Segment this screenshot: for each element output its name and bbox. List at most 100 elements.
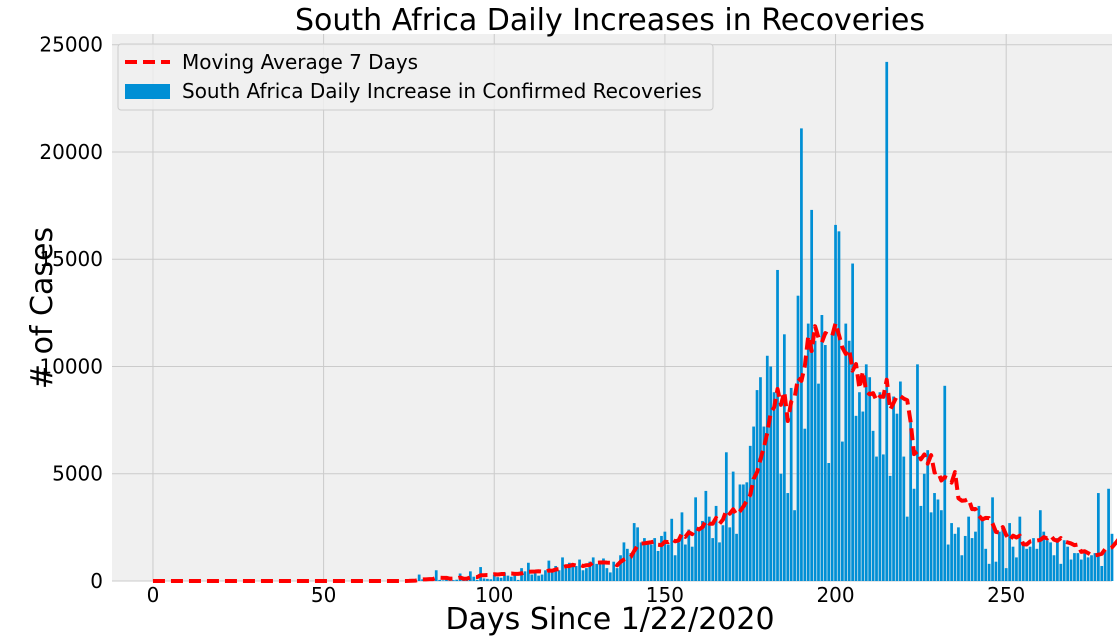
bar	[957, 527, 960, 581]
bar	[936, 499, 940, 581]
bar	[646, 544, 650, 581]
bar	[540, 574, 544, 581]
bar	[1110, 533, 1114, 581]
bar	[513, 574, 517, 581]
bar	[711, 538, 715, 581]
bar	[858, 392, 861, 581]
bar	[595, 563, 599, 581]
bar	[1049, 542, 1052, 581]
bar	[895, 413, 899, 581]
bar	[615, 568, 619, 581]
bar	[588, 561, 592, 581]
bar	[1103, 550, 1107, 581]
bar	[557, 570, 561, 581]
bar	[980, 520, 984, 581]
bar	[499, 577, 503, 581]
bar	[1073, 553, 1076, 581]
bar	[1015, 557, 1018, 581]
bar	[578, 559, 581, 581]
bar	[998, 531, 1001, 581]
bar	[598, 562, 602, 581]
bar	[735, 533, 738, 581]
bar	[912, 488, 916, 581]
bar	[864, 364, 868, 581]
bar	[902, 456, 906, 581]
bar	[1086, 557, 1090, 581]
y-axis-ticks: 0 5000 10000 15000 20000 25000	[39, 33, 103, 593]
bar	[434, 570, 438, 581]
bar	[571, 564, 575, 581]
bar	[752, 426, 755, 581]
bar	[926, 450, 930, 581]
bar	[1018, 516, 1022, 581]
bar	[455, 579, 459, 581]
bar	[1079, 559, 1083, 581]
bar	[486, 578, 489, 581]
bar	[567, 562, 571, 581]
bar	[875, 456, 878, 581]
bar	[987, 563, 991, 581]
bar	[680, 512, 684, 581]
bar	[817, 383, 820, 581]
bar	[748, 445, 752, 581]
bar	[602, 558, 605, 581]
bar	[625, 548, 629, 581]
bar	[967, 516, 971, 581]
bar	[806, 323, 810, 581]
bar	[554, 565, 558, 581]
bar	[1008, 523, 1011, 581]
bar	[834, 224, 837, 581]
legend-bar-swatch	[125, 84, 170, 99]
bar	[564, 568, 568, 581]
bar	[417, 574, 421, 581]
bar	[854, 415, 858, 581]
bar	[550, 572, 554, 581]
bar	[690, 546, 694, 581]
bar	[445, 579, 448, 581]
y-tick-label: 25000	[39, 33, 103, 57]
x-tick-label: 250	[987, 583, 1025, 607]
bar	[516, 579, 520, 581]
y-tick-label: 15000	[39, 247, 103, 271]
bar	[878, 392, 882, 581]
bar	[762, 426, 766, 581]
bar	[496, 577, 500, 581]
bar	[677, 542, 680, 581]
bar	[994, 561, 998, 581]
bar	[1028, 546, 1032, 581]
bar	[701, 520, 704, 581]
bar	[714, 505, 718, 581]
bar	[950, 523, 953, 581]
bar	[441, 580, 445, 581]
bar	[619, 555, 622, 581]
bar	[745, 482, 749, 581]
bar	[1004, 568, 1008, 581]
line-series	[152, 321, 1117, 583]
bar	[738, 484, 742, 581]
bar	[905, 516, 909, 581]
bar	[765, 355, 769, 581]
bar	[782, 334, 786, 581]
bar	[724, 452, 728, 581]
bar	[827, 463, 831, 581]
bar	[1076, 553, 1080, 581]
bar	[629, 553, 633, 581]
bar	[533, 573, 537, 581]
bar	[581, 570, 585, 581]
y-axis-label: # of Cases	[25, 227, 60, 389]
bar	[851, 263, 854, 581]
bar	[793, 510, 796, 581]
bar	[776, 269, 779, 581]
bar	[1093, 553, 1097, 581]
bar	[643, 538, 646, 581]
bar	[1042, 531, 1046, 581]
legend-entry-daily-increase: South Africa Daily Increase in Confirmed…	[182, 79, 702, 103]
bar	[1035, 548, 1039, 581]
bar	[731, 471, 735, 581]
bar	[779, 473, 783, 581]
bar	[892, 396, 895, 581]
bar	[871, 430, 875, 581]
bar	[1021, 544, 1025, 581]
bar	[841, 441, 844, 581]
x-tick-label: 150	[646, 583, 684, 607]
